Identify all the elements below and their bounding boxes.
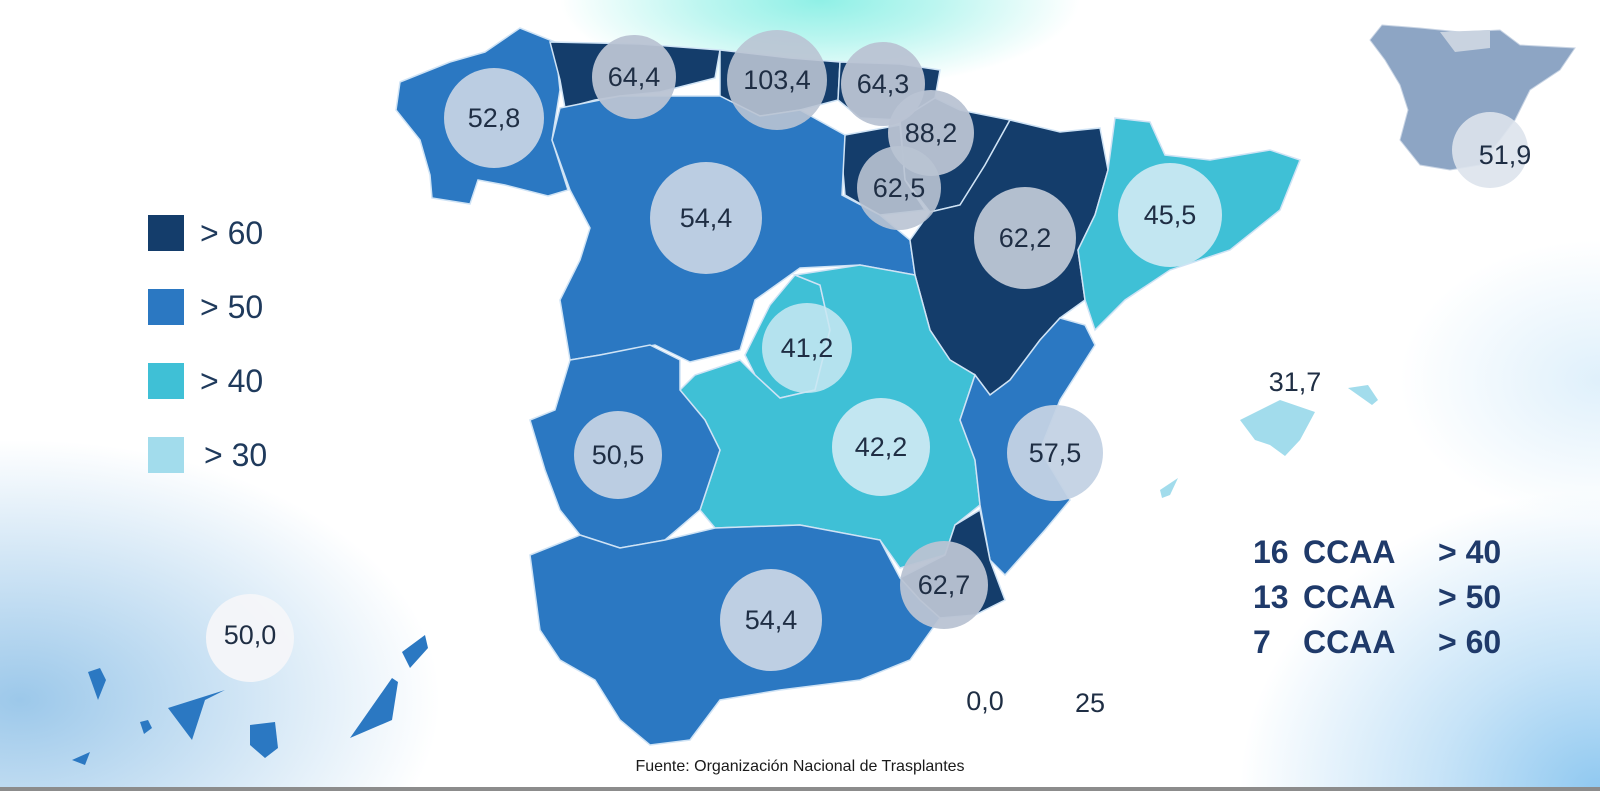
summary-unit: CCAA (1303, 534, 1396, 570)
value-ceuta-melilla: 0,0 (966, 686, 1004, 716)
legend-swatch-icon (148, 363, 184, 399)
summary-count: 7 (1253, 624, 1271, 660)
value-cantabria: 103,4 (743, 65, 811, 95)
value-castilla-leon: 54,4 (680, 203, 733, 233)
legend-swatch-icon (148, 289, 184, 325)
value-andalucia: 54,4 (745, 605, 798, 635)
value-galicia: 52,8 (468, 103, 521, 133)
summary-count: 16 (1253, 534, 1289, 570)
value-pais-vasco: 64,3 (857, 69, 910, 99)
legend-label: > 50 (200, 289, 264, 325)
summary-unit: CCAA (1303, 624, 1396, 660)
value-castilla-la-mancha: 42,2 (855, 432, 908, 462)
legend-label: > 30 (204, 437, 268, 473)
value-la-rioja: 62,5 (873, 173, 926, 203)
legend-swatch-icon (148, 215, 184, 251)
value-canarias: 50,0 (224, 620, 277, 650)
bottom-divider (0, 787, 1600, 791)
value-espana-total: 51,9 (1479, 140, 1532, 170)
value-extremadura: 50,5 (592, 440, 645, 470)
value-asturias: 64,4 (608, 62, 661, 92)
value-madrid: 41,2 (781, 333, 834, 363)
value-bubbles: 52,8 64,4 103,4 64,3 88,2 62,5 54,4 62,2… (206, 30, 1531, 718)
summary-threshold: > 40 (1438, 534, 1502, 570)
legend-label: > 40 (200, 363, 264, 399)
value-navarra: 88,2 (905, 118, 958, 148)
region-baleares-menorca[interactable] (1348, 385, 1378, 405)
region-baleares[interactable] (1240, 400, 1315, 456)
region-canarias[interactable] (72, 635, 428, 765)
legend-swatch-icon (148, 437, 184, 473)
legend-label: > 60 (200, 215, 264, 251)
inset-spain-map (1369, 24, 1576, 171)
summary-threshold: > 50 (1438, 579, 1502, 615)
value-aragon: 62,2 (999, 223, 1052, 253)
value-scale: 25 (1075, 688, 1105, 718)
source-caption: Fuente: Organización Nacional de Traspla… (635, 758, 965, 775)
value-cataluna: 45,5 (1144, 200, 1197, 230)
summary-count: 13 (1253, 579, 1289, 615)
value-comunidad-valenciana: 57,5 (1029, 438, 1082, 468)
summary-unit: CCAA (1303, 579, 1396, 615)
region-baleares-ibiza[interactable] (1160, 478, 1178, 498)
summary-threshold: > 60 (1438, 624, 1502, 660)
value-baleares: 31,7 (1269, 367, 1322, 397)
value-murcia: 62,7 (918, 570, 971, 600)
